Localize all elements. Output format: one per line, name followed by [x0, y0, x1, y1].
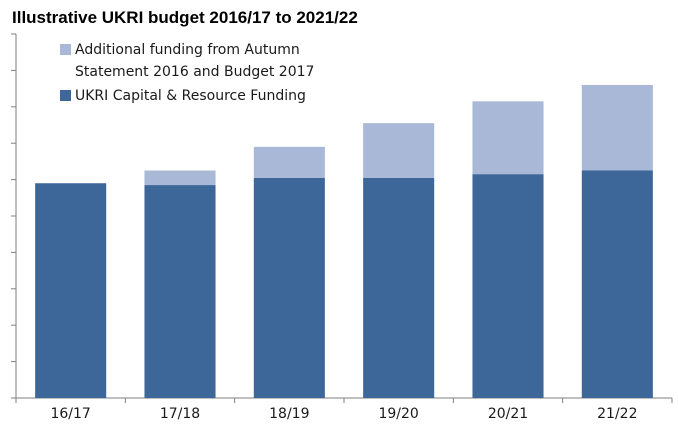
x-tick-labels: 16/17 17/18 18/19 19/20 20/21 21/22	[50, 406, 637, 422]
legend-swatch-ukri	[60, 90, 71, 101]
x-tick-label: 21/22	[597, 406, 637, 422]
bars	[35, 84, 653, 398]
x-tick-label: 20/21	[488, 406, 528, 422]
bar-additional-funding-21-22	[581, 84, 653, 171]
x-tick-label: 16/17	[50, 406, 90, 422]
bar-additional-funding-19-20	[363, 123, 435, 178]
legend: Additional funding from Autumn Statement…	[60, 42, 314, 104]
legend-label-additional-line2: Statement 2016 and Budget 2017	[75, 64, 314, 80]
bar-additional-funding-18-19	[253, 146, 325, 178]
x-tick-label: 17/18	[160, 406, 200, 422]
chart-title: Illustrative UKRI budget 2016/17 to 2021…	[12, 8, 358, 27]
bar-additional-funding-17-18	[144, 170, 216, 186]
bar-ukri-funding-18-19	[253, 177, 325, 398]
axes	[11, 33, 673, 403]
bar-ukri-funding-16-17	[35, 183, 107, 398]
bar-additional-funding-20-21	[472, 101, 544, 175]
bar-ukri-funding-19-20	[363, 177, 435, 398]
legend-swatch-additional	[60, 44, 71, 55]
x-tick-label: 18/19	[269, 406, 309, 422]
legend-label-additional-line1: Additional funding from Autumn	[75, 42, 300, 58]
legend-label-ukri: UKRI Capital & Resource Funding	[75, 88, 306, 104]
bar-ukri-funding-17-18	[144, 185, 216, 398]
x-tick-label: 19/20	[378, 406, 418, 422]
bar-ukri-funding-20-21	[472, 174, 544, 398]
bar-ukri-funding-21-22	[581, 170, 653, 398]
